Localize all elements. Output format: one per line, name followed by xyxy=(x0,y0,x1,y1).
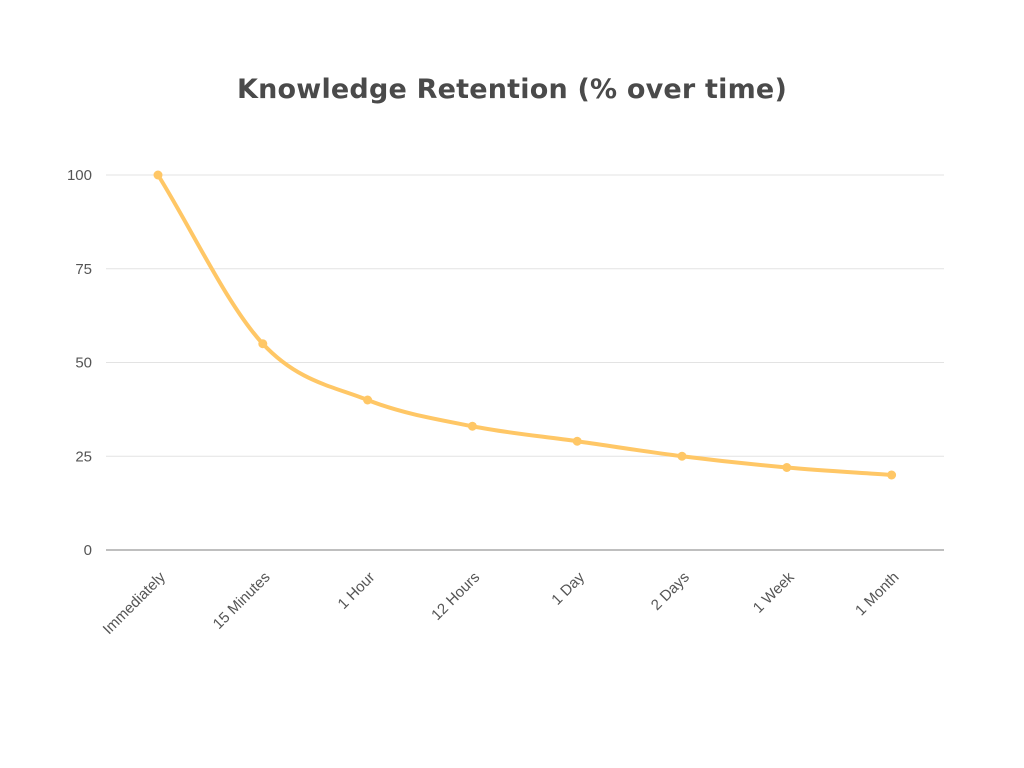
data-point xyxy=(363,395,373,405)
y-tick-label: 100 xyxy=(67,167,92,184)
x-tick-label: 1 Day xyxy=(548,568,588,608)
x-tick-label: 2 Days xyxy=(648,569,693,614)
data-point xyxy=(258,339,268,349)
x-tick-label: 1 Hour xyxy=(335,569,379,613)
series-line xyxy=(156,173,894,477)
chart-title: Knowledge Retention (% over time) xyxy=(237,74,787,105)
y-tick-label: 75 xyxy=(75,261,92,278)
data-point xyxy=(782,463,792,472)
gridlines xyxy=(106,174,944,551)
data-point xyxy=(467,421,477,431)
y-axis-ticks: 0 25 50 75 100 xyxy=(67,167,92,559)
data-point xyxy=(677,451,687,461)
x-axis-ticks: Immediately 15 Minutes 1 Hour 12 Hours 1 Day… xyxy=(100,568,903,638)
data-point xyxy=(887,470,897,480)
x-tick-label: 15 Minutes xyxy=(210,569,274,633)
data-points xyxy=(153,170,897,480)
y-tick-label: 50 xyxy=(75,355,92,372)
y-tick-label: 0 xyxy=(84,542,92,559)
y-tick-label: 25 xyxy=(75,448,92,465)
data-point xyxy=(153,170,163,180)
x-tick-label: 12 Hours xyxy=(428,569,483,624)
x-tick-label: 1 Week xyxy=(750,568,798,616)
data-point xyxy=(572,436,582,446)
series xyxy=(156,173,894,477)
x-tick-label: 1 Month xyxy=(852,569,902,619)
x-tick-label: Immediately xyxy=(100,568,170,638)
